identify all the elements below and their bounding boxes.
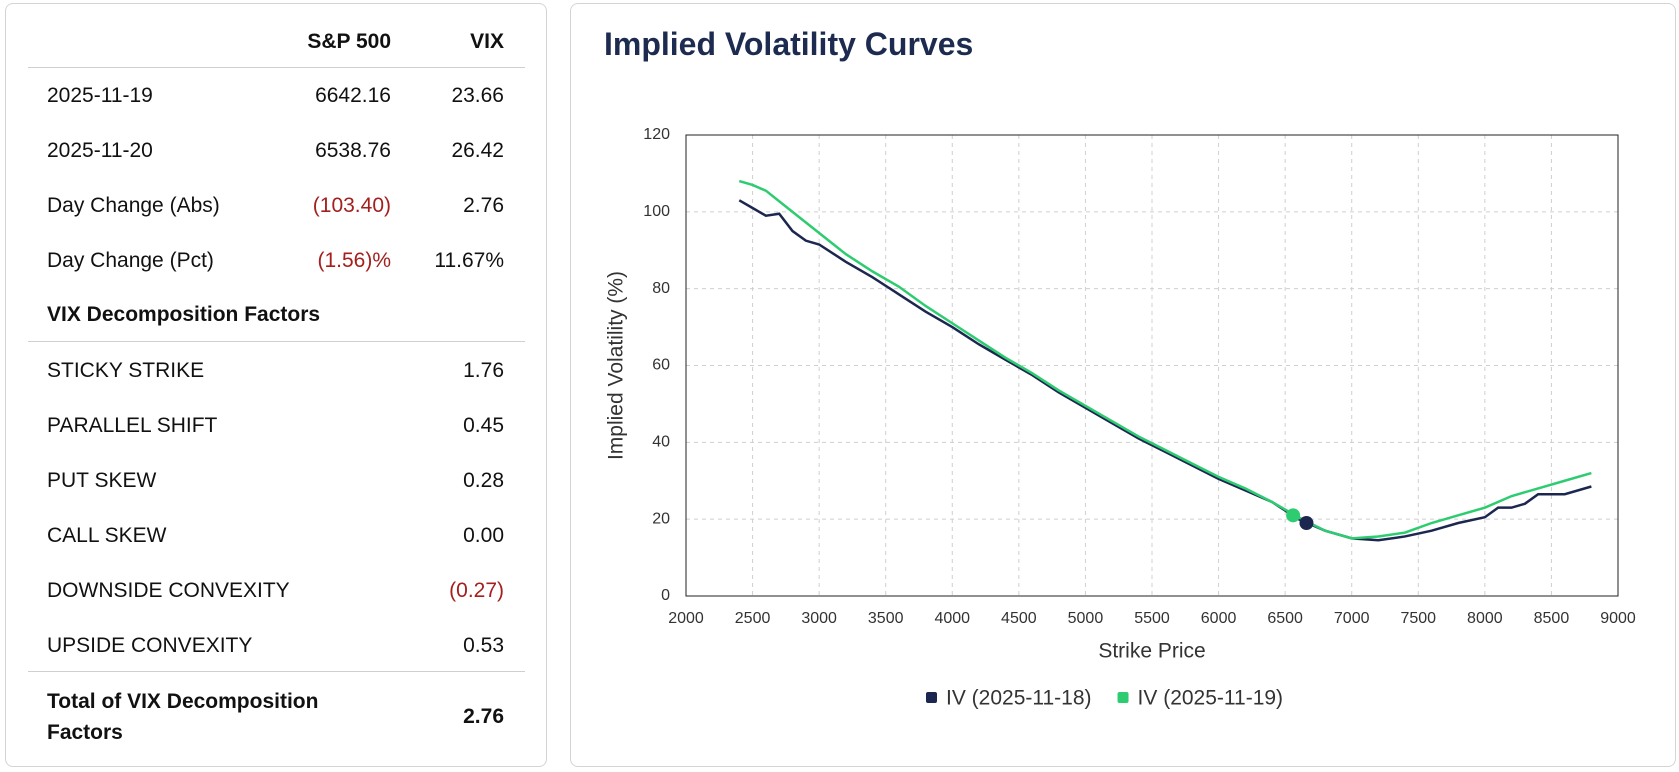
x-tick-label: 3000 xyxy=(801,610,837,627)
factor-label: PUT SKEW xyxy=(47,469,157,492)
factor-value: 0.45 xyxy=(463,414,504,437)
x-tick-label: 5000 xyxy=(1068,610,1104,627)
y-axis-label: Implied Volatility (%) xyxy=(605,271,628,460)
y-tick-label: 100 xyxy=(643,203,670,220)
row-label: Day Change (Pct) xyxy=(47,249,214,272)
legend-swatch xyxy=(1117,692,1129,703)
legend-swatch xyxy=(926,692,937,703)
rule xyxy=(28,341,525,342)
row-value: 6538.76 xyxy=(315,139,391,162)
row-value: 6642.16 xyxy=(315,84,391,107)
factor-label: PARALLEL SHIFT xyxy=(47,414,218,437)
x-tick-label: 5500 xyxy=(1134,610,1170,627)
row-value: (1.56)% xyxy=(317,249,391,272)
section-label: VIX Decomposition Factors xyxy=(47,303,321,326)
factor-value: 0.28 xyxy=(463,469,504,492)
summary-table: S&P 500 VIX 2025-11-19 6642.16 23.66 2025-11-… xyxy=(5,3,547,767)
spot-marker xyxy=(1299,516,1314,531)
x-tick-label: 8500 xyxy=(1534,610,1570,627)
total-value: 2.76 xyxy=(463,705,504,728)
column-header: VIX xyxy=(470,30,504,53)
chart-panel: Implied Volatility Curves 0 20 40 60 80 100 12… xyxy=(570,3,1676,767)
x-tick-label: 7500 xyxy=(1400,610,1436,627)
legend-label: IV (2025-11-19) xyxy=(1138,687,1284,710)
factor-label: UPSIDE CONVEXITY xyxy=(47,634,253,657)
y-tick-label: 120 xyxy=(643,126,670,143)
x-tick-label: 2000 xyxy=(668,610,704,627)
factor-label: CALL SKEW xyxy=(47,524,167,547)
column-header: S&P 500 xyxy=(307,30,391,53)
row-value: 2.76 xyxy=(463,194,504,217)
x-tick-label: 9000 xyxy=(1600,610,1636,627)
factor-value: 0.53 xyxy=(463,634,504,657)
factor-value: 0.00 xyxy=(463,524,504,547)
row-label: 2025-11-20 xyxy=(47,139,153,162)
row-label: Day Change (Abs) xyxy=(47,194,220,217)
x-tick-label: 7000 xyxy=(1334,610,1370,627)
plot-frame xyxy=(685,134,1619,597)
y-tick-label: 20 xyxy=(652,510,670,527)
iv-line xyxy=(738,179,1592,540)
x-tick-label: 2500 xyxy=(735,610,771,627)
rule xyxy=(28,671,525,672)
x-tick-label: 8000 xyxy=(1467,610,1503,627)
row-value: (103.40) xyxy=(312,194,391,217)
y-tick-label: 80 xyxy=(652,280,670,297)
rule xyxy=(28,67,525,68)
factor-value: 1.76 xyxy=(463,359,504,382)
row-value: 23.66 xyxy=(451,84,504,107)
x-axis-label: Strike Price xyxy=(1098,640,1205,663)
x-tick-label: 4500 xyxy=(1001,610,1037,627)
x-tick-label: 4000 xyxy=(934,610,970,627)
y-tick-label: 40 xyxy=(652,434,670,451)
x-tick-label: 3500 xyxy=(868,610,904,627)
factor-label: DOWNSIDE CONVEXITY xyxy=(47,579,290,602)
factor-label: STICKY STRIKE xyxy=(47,359,205,382)
chart-title: Implied Volatility Curves xyxy=(604,26,974,62)
row-value: 26.42 xyxy=(451,139,504,162)
row-value: 11.67% xyxy=(434,249,504,272)
total-label: Total of VIX Decomposition Factors xyxy=(47,690,319,744)
x-tick-label: 6000 xyxy=(1201,610,1237,627)
y-tick-label: 60 xyxy=(652,357,670,374)
iv-line xyxy=(738,199,1592,542)
y-tick-label: 0 xyxy=(661,587,670,604)
spot-marker xyxy=(1286,508,1301,523)
chart: 0 20 40 60 80 100 120 2000 2500 3000 3500 4000 4500 5… xyxy=(605,126,1636,710)
x-tick-label: 6500 xyxy=(1267,610,1303,627)
factor-value: (0.27) xyxy=(449,579,504,602)
row-label: 2025-11-19 xyxy=(47,84,153,107)
legend-label: IV (2025-11-18) xyxy=(946,687,1092,710)
